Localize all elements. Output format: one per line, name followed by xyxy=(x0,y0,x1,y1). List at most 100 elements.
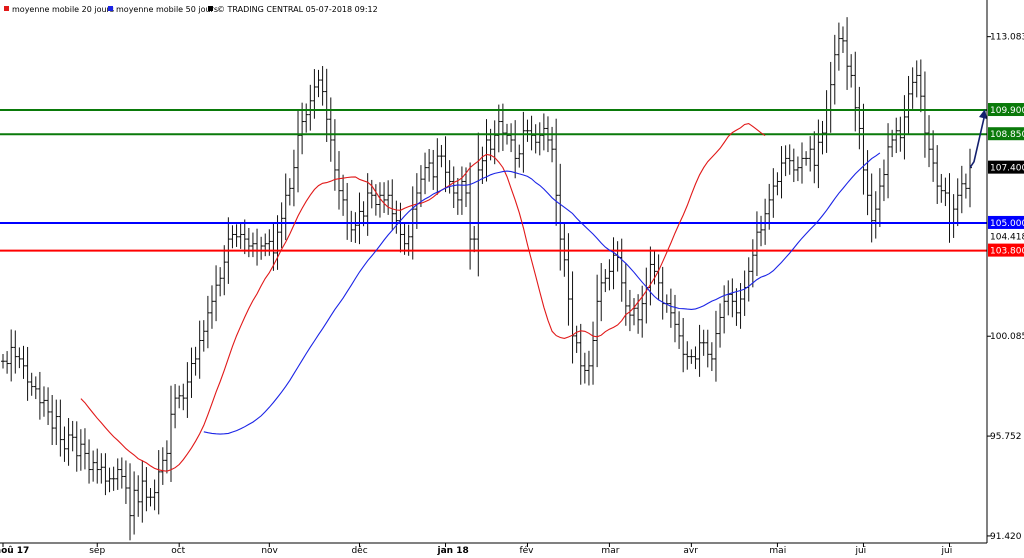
ohlc-bar xyxy=(287,178,292,206)
ohlc-bar xyxy=(123,460,128,504)
ohlc-bar xyxy=(959,165,964,214)
ohlc-bar xyxy=(91,450,96,482)
ohlc-bar xyxy=(242,219,247,255)
ohlc-bar xyxy=(9,329,14,382)
level-tag-box xyxy=(988,215,1024,229)
ohlc-bar xyxy=(820,120,825,155)
ohlc-bar xyxy=(595,274,600,368)
ohlc-bar xyxy=(718,303,723,348)
ohlc-bar xyxy=(459,166,464,215)
ohlc-bar xyxy=(33,376,38,400)
ohlc-bar xyxy=(156,450,161,515)
ohlc-bar xyxy=(402,223,407,255)
ohlc-bar xyxy=(324,68,329,142)
ohlc-bar xyxy=(865,150,870,216)
ohlc-bar xyxy=(529,115,534,151)
ohlc-bar xyxy=(353,212,358,243)
ohlc-bar xyxy=(152,479,157,511)
level-tag-box xyxy=(988,243,1024,257)
ohlc-bar xyxy=(914,60,919,98)
ohlc-bar xyxy=(750,239,755,288)
ohlc-bar xyxy=(677,311,682,349)
ohlc-bar xyxy=(849,54,854,88)
ohlc-bar xyxy=(62,426,67,462)
ohlc-bar xyxy=(132,471,137,535)
ohlc-bar xyxy=(377,182,382,218)
ohlc-bar xyxy=(922,71,927,158)
ohlc-bar xyxy=(21,345,26,379)
ohlc-bar xyxy=(582,352,587,384)
ohlc-bar xyxy=(369,179,374,209)
ohlc-bar xyxy=(103,453,108,496)
ohlc-bar xyxy=(672,294,677,343)
ohlc-bar xyxy=(873,191,878,239)
legend-label-ma50: moyenne mobile 50 jours xyxy=(116,5,218,14)
ohlc-bar xyxy=(263,233,268,257)
ohlc-bar xyxy=(840,26,845,53)
legend-label-ma20: moyenne mobile 20 jours xyxy=(12,5,114,14)
y-tick-label: 100.085 xyxy=(990,332,1024,342)
ohlc-bar xyxy=(300,102,305,155)
ohlc-bar xyxy=(562,222,567,277)
ohlc-bar xyxy=(357,192,362,245)
ohlc-bar xyxy=(185,362,190,418)
ohlc-bar xyxy=(935,145,940,204)
ohlc-bar xyxy=(214,265,219,322)
ohlc-bar xyxy=(283,173,288,241)
x-tick-label: jui xyxy=(941,546,953,556)
ohlc-bar xyxy=(46,387,51,426)
ohlc-bar xyxy=(836,22,841,71)
ohlc-bar xyxy=(197,320,202,379)
ohlc-bar xyxy=(537,122,542,156)
ohlc-bar xyxy=(54,399,59,446)
ohlc-bar xyxy=(591,321,596,385)
level-tag-label: 108.850 xyxy=(990,130,1024,140)
ohlc-bar xyxy=(238,222,243,249)
ohlc-bar xyxy=(82,428,87,470)
ohlc-bar xyxy=(599,263,604,322)
ohlc-bar xyxy=(222,245,227,296)
forecast-arrowhead-icon xyxy=(979,109,987,120)
ohlc-bar xyxy=(800,142,805,184)
x-tick-label: fév xyxy=(519,545,534,556)
ohlc-bar xyxy=(386,180,391,215)
x-tick-label: sep xyxy=(89,546,105,556)
ohlc-bar xyxy=(861,103,866,195)
ohlc-bar xyxy=(640,285,645,338)
ohlc-bar xyxy=(927,115,932,168)
ohlc-bar xyxy=(705,329,710,368)
ohlc-bar xyxy=(894,117,899,154)
y-tick-label: 113.083 xyxy=(990,33,1024,43)
ohlc-bar xyxy=(701,329,706,356)
ohlc-bar xyxy=(70,420,75,452)
ohlc-bar xyxy=(697,324,702,377)
ohlc-bar xyxy=(509,123,514,153)
level-tag-box xyxy=(988,103,1024,117)
moving-average-line xyxy=(80,123,766,472)
ohlc-bar xyxy=(541,113,546,151)
ohlc-bar xyxy=(886,123,891,199)
ohlc-bars xyxy=(1,17,972,541)
ohlc-bar xyxy=(791,148,796,183)
ohlc-bar xyxy=(439,144,444,168)
ohlc-bar xyxy=(328,97,333,162)
ohlc-bar xyxy=(177,385,182,409)
ohlc-bar xyxy=(74,421,79,472)
ohlc-bar xyxy=(550,126,555,163)
x-tick-label: jui xyxy=(854,546,866,556)
ohlc-bar xyxy=(857,86,862,150)
ohlc-bar xyxy=(869,173,874,243)
ohlc-bar xyxy=(779,146,784,199)
ohlc-bar xyxy=(447,160,452,194)
ohlc-bar xyxy=(148,488,153,507)
ohlc-bar xyxy=(607,259,612,291)
ohlc-bar xyxy=(480,146,485,184)
y-tick-label: 95.752 xyxy=(990,432,1022,442)
ohlc-bar xyxy=(246,227,251,258)
ohlc-bar xyxy=(570,271,575,364)
ohlc-bar xyxy=(832,34,837,105)
ohlc-bar xyxy=(304,103,309,133)
ohlc-bar xyxy=(566,233,571,326)
x-tick-label: aoû 17 xyxy=(0,546,29,556)
ohlc-bar xyxy=(25,346,30,401)
